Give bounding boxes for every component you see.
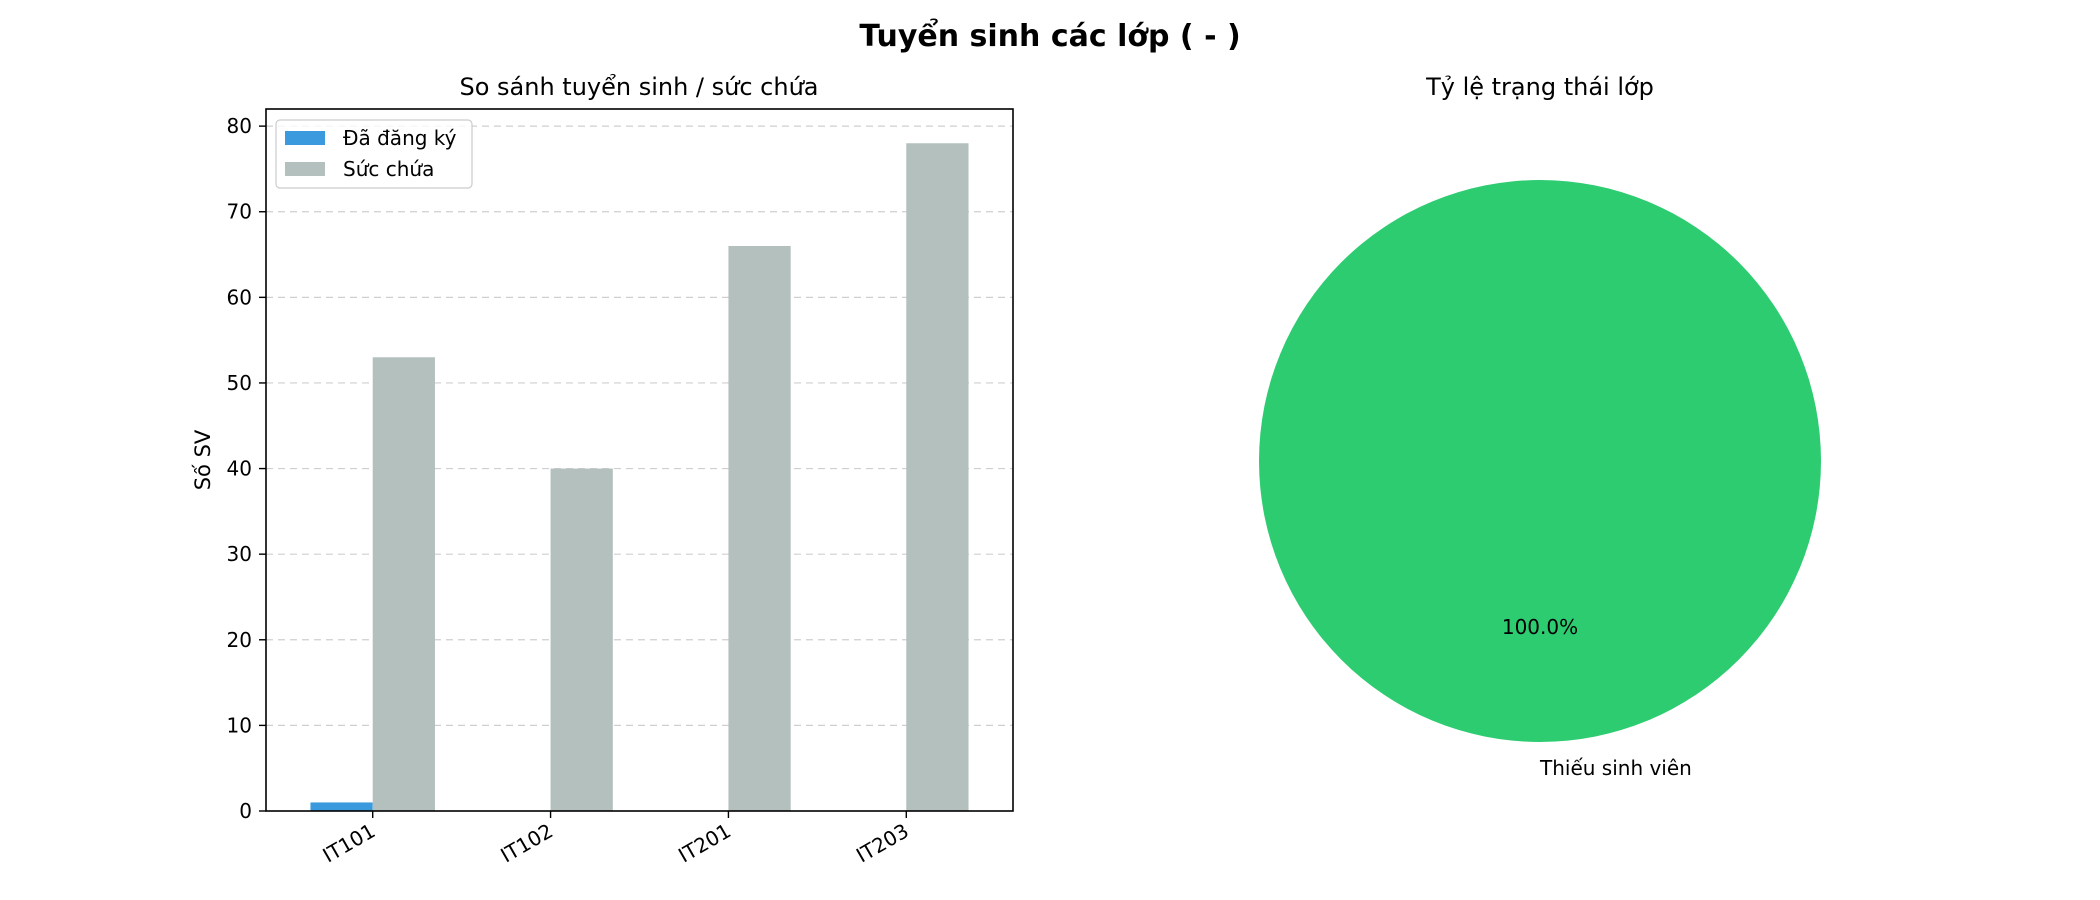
x-tick-label: IT102 [496, 819, 557, 868]
y-tick-label: 60 [227, 285, 252, 309]
y-tick-label: 50 [227, 371, 252, 395]
bar-registered-IT101 [310, 802, 373, 811]
bar-capacity-IT203 [906, 143, 969, 811]
y-tick-label: 70 [227, 200, 252, 224]
legend-label-registered: Đã đăng ký [343, 126, 457, 150]
pie-slice-percent: 100.0% [1502, 615, 1578, 639]
x-tick-label: IT201 [674, 819, 735, 868]
bar-marks [310, 143, 969, 812]
y-tick-label: 40 [227, 457, 252, 481]
bar-plot-frame [265, 108, 1014, 812]
bar-capacity-IT102 [550, 468, 613, 811]
y-tick-label: 30 [227, 542, 252, 566]
bar-chart-title: So sánh tuyển sinh / sức chứa [459, 73, 818, 101]
pie-chart-title: Tỷ lệ trạng thái lớp [1425, 73, 1654, 101]
bar-x-ticks: IT101 IT102 IT201 IT203 [318, 811, 913, 868]
legend-swatch-registered [285, 131, 325, 145]
bar-y-axis-label: Số SV [191, 429, 215, 490]
pie-chart: Tỷ lệ trạng thái lớp 100.0% Thiếu sinh v… [1259, 73, 1821, 780]
y-tick-label: 20 [227, 628, 252, 652]
pie-slice-label: Thiếu sinh viên [1539, 756, 1692, 780]
bar-capacity-IT101 [372, 357, 435, 811]
y-tick-label: 80 [227, 114, 252, 138]
bar-legend: Đã đăng ký Sức chứa [275, 119, 473, 189]
legend-label-capacity: Sức chứa [343, 157, 434, 181]
y-tick-label: 10 [227, 713, 252, 737]
figure-title: Tuyển sinh các lớp ( - ) [859, 18, 1240, 54]
legend-swatch-capacity [285, 162, 325, 176]
y-tick-label: 0 [239, 799, 252, 823]
pie-slices [1259, 180, 1821, 742]
x-tick-label: IT203 [852, 819, 913, 868]
x-tick-label: IT101 [318, 819, 379, 868]
bar-capacity-IT201 [728, 245, 791, 812]
bar-y-ticks: 0 10 20 30 40 50 60 70 80 [227, 114, 266, 823]
pie-slice [1259, 180, 1821, 742]
bar-chart: So sánh tuyển sinh / sức chứa 0 10 20 30 40 5… [191, 73, 1014, 868]
